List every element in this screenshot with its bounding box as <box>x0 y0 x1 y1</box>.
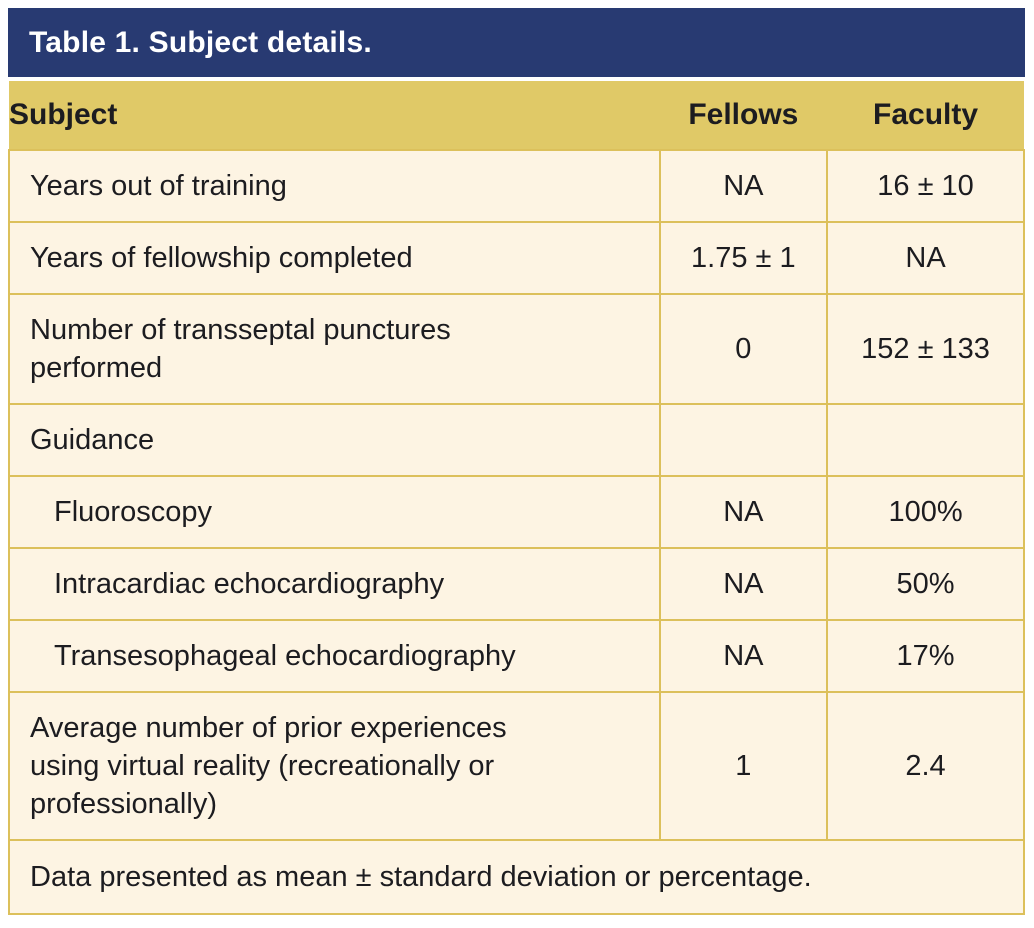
fellows-value: 0 <box>658 293 829 405</box>
faculty-value: 152 ± 133 <box>826 293 1025 405</box>
table-row-transesophageal-echo: Transesophageal echocardiography NA 17% <box>8 619 1025 693</box>
fellows-value: 1 <box>658 691 829 841</box>
fellows-value: NA <box>658 149 829 223</box>
column-header-faculty: Faculty <box>827 81 1024 150</box>
row-label: Fluoroscopy <box>8 475 661 549</box>
table-row-years-fellowship-completed: Years of fellowship completed 1.75 ± 1 N… <box>8 221 1025 295</box>
faculty-value: 100% <box>826 475 1025 549</box>
fellows-value <box>658 403 829 477</box>
fellows-value: NA <box>658 619 829 693</box>
row-label: Years out of training <box>8 149 661 223</box>
subject-details-table: Subject Fellows Faculty Years out of tra… <box>8 81 1025 915</box>
faculty-value: 50% <box>826 547 1025 621</box>
faculty-value: 17% <box>826 619 1025 693</box>
row-label: Years of fellowship completed <box>8 221 661 295</box>
column-header-fellows: Fellows <box>659 81 828 150</box>
table-row-vr-experience: Average number of prior experiences usin… <box>8 691 1025 841</box>
table-row-fluoroscopy: Fluoroscopy NA 100% <box>8 475 1025 549</box>
row-label: Average number of prior experiences usin… <box>8 691 661 841</box>
fellows-value: NA <box>658 547 829 621</box>
header-row: Subject Fellows Faculty <box>9 81 1024 150</box>
table-figure: Table 1. Subject details. Subject Fellow… <box>8 8 1025 915</box>
row-label: Guidance <box>8 403 661 477</box>
fellows-value: NA <box>658 475 829 549</box>
table-row-intracardiac-echo: Intracardiac echocardiography NA 50% <box>8 547 1025 621</box>
row-label: Intracardiac echocardiography <box>8 547 661 621</box>
table-row-guidance: Guidance <box>8 403 1025 477</box>
faculty-value: NA <box>826 221 1025 295</box>
table-title-bar: Table 1. Subject details. <box>8 8 1025 77</box>
fellows-value: 1.75 ± 1 <box>658 221 829 295</box>
table-row-transseptal-punctures: Number of transseptal punctures performe… <box>8 293 1025 405</box>
table-row-years-out-of-training: Years out of training NA 16 ± 10 <box>8 149 1025 223</box>
faculty-value: 2.4 <box>826 691 1025 841</box>
table-title: Table 1. Subject details. <box>29 25 372 59</box>
faculty-value <box>826 403 1025 477</box>
faculty-value: 16 ± 10 <box>826 149 1025 223</box>
footnote-row: Data presented as mean ± standard deviat… <box>8 839 1025 915</box>
row-label: Number of transseptal punctures performe… <box>8 293 661 405</box>
column-header-subject: Subject <box>9 81 660 150</box>
table-footnote: Data presented as mean ± standard deviat… <box>8 839 1025 915</box>
row-label: Transesophageal echocardiography <box>8 619 661 693</box>
